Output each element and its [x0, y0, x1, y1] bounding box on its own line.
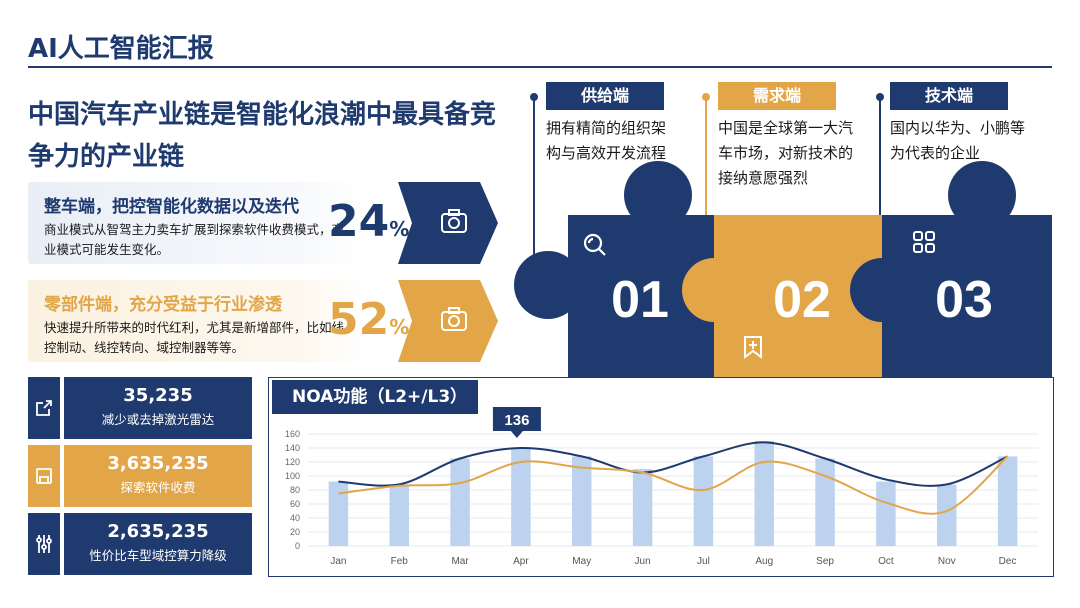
tag-tech: 技术端 [890, 82, 1008, 110]
band-title: 整车端，把控智能化数据以及迭代 [44, 197, 299, 217]
stat-icon-box [28, 445, 60, 507]
title-divider [28, 66, 1052, 68]
noa-chart: 0 20 40 60 80 100 120 140 160 Jan Feb Mar Apr May Jun J… [285, 407, 1038, 567]
y-tick-label: 60 [290, 499, 300, 509]
bar [937, 484, 957, 546]
chart-title: NOA功能（L2+/L3） [272, 380, 478, 414]
band-arrow [398, 280, 498, 362]
page-title: AI人工智能汇报 [28, 34, 214, 64]
band-description: 商业模式从智驾主力卖车扩展到探索软件收费模式，商业模式可能发生变化。 [44, 222, 345, 257]
series-line-gold [338, 455, 1009, 515]
x-tick-label: Aug [755, 556, 773, 567]
band-arrow [398, 182, 498, 264]
x-tick-label: Jan [330, 556, 346, 567]
camera-icon [441, 307, 467, 331]
external-link-icon [36, 400, 52, 416]
callout-bubble [492, 407, 541, 438]
connector-dot [530, 93, 538, 101]
camera-icon [441, 209, 467, 233]
x-tick-label: Feb [391, 556, 409, 567]
stat-label: 减少或去掉激光雷达 [101, 412, 215, 427]
x-tick-label: Oct [878, 556, 894, 567]
tag-demand-desc: 中国是全球第一大汽车市场，对新技术的接纳意愿强烈 [718, 119, 854, 187]
stat-software: 3,635,235 探索软件收费 [28, 445, 252, 507]
tag-supply: 供给端 [546, 82, 664, 110]
headline: 中国汽车产业链是智能化浪潮中最具备竞争力的产业链 [28, 100, 497, 172]
bar [693, 456, 714, 546]
bar [328, 481, 349, 546]
band-percent: 24% [328, 196, 410, 247]
stat-label: 性价比车型域控算力降级 [89, 548, 227, 563]
puzzle-piece-03 [850, 161, 1052, 377]
y-tick-label: 120 [285, 457, 300, 467]
callout-value: 136 [504, 412, 529, 429]
x-tick-label: Apr [513, 556, 529, 567]
grid-icon [913, 231, 935, 253]
y-tick-label: 140 [285, 443, 300, 453]
x-tick-label: Nov [938, 556, 956, 567]
puzzle-number-03: 03 [935, 271, 993, 329]
bookmark-icon [744, 336, 762, 359]
stat-panel: 3,635,235 探索软件收费 [64, 445, 252, 507]
stat-value: 3,635,235 [107, 453, 209, 474]
bar [511, 448, 531, 546]
series-line-navy [338, 441, 1009, 487]
bar [572, 456, 592, 546]
tag-demand: 需求端 [718, 82, 836, 110]
stat-label: 探索软件收费 [120, 480, 196, 495]
puzzle-piece-01 [514, 161, 714, 378]
bar [997, 456, 1018, 546]
bar [754, 441, 774, 546]
x-tick-label: Jun [635, 556, 651, 567]
stat-panel: 2,635,235 性价比车型域控算力降级 [64, 513, 252, 575]
stat-icon-box [28, 513, 60, 575]
stat-value: 35,235 [123, 385, 193, 406]
band-description: 快速提升所带来的时代红利，尤其是新增部件，比如线控制动、线控转向、域控制器等等。 [44, 320, 345, 355]
sliders-icon [36, 535, 52, 553]
puzzle-graphic: 01 02 03 [514, 93, 1052, 430]
x-tick-label: Dec [999, 556, 1017, 567]
puzzle-number-01: 01 [611, 271, 669, 329]
bar [632, 469, 653, 546]
band-background [28, 280, 368, 362]
x-tick-label: Sep [816, 556, 834, 567]
y-tick-label: 80 [290, 485, 300, 495]
band-background [28, 182, 368, 264]
y-tick-label: 0 [295, 541, 300, 551]
bar [876, 481, 896, 546]
bar [815, 458, 835, 546]
bar [389, 484, 409, 546]
stat-panel: 35,235 减少或去掉激光雷达 [64, 377, 252, 439]
y-tick-label: 40 [290, 513, 300, 523]
x-tick-label: Jul [697, 556, 710, 567]
band-title: 零部件端，充分受益于行业渗透 [44, 295, 282, 315]
connector-dot [876, 93, 884, 101]
y-tick-label: 100 [285, 471, 300, 481]
bar [450, 458, 470, 546]
y-tick-label: 160 [285, 429, 300, 439]
y-tick-label: 20 [290, 527, 300, 537]
stat-icon-box [28, 377, 60, 439]
puzzle-number-02: 02 [773, 271, 831, 329]
save-icon [36, 468, 52, 484]
stat-compute: 2,635,235 性价比车型域控算力降级 [28, 513, 252, 575]
stat-value: 2,635,235 [107, 521, 209, 542]
band-percent: 52% [328, 294, 410, 345]
stat-lidar: 35,235 减少或去掉激光雷达 [28, 377, 252, 439]
tag-supply-desc: 拥有精简的组织架构与高效开发流程 [546, 119, 667, 162]
search-icon [583, 233, 606, 256]
x-tick-label: Mar [451, 556, 469, 567]
connector-dot [702, 93, 710, 101]
x-tick-label: May [572, 556, 591, 567]
tag-tech-desc: 国内以华为、小鹏等为代表的企业 [890, 119, 1026, 162]
